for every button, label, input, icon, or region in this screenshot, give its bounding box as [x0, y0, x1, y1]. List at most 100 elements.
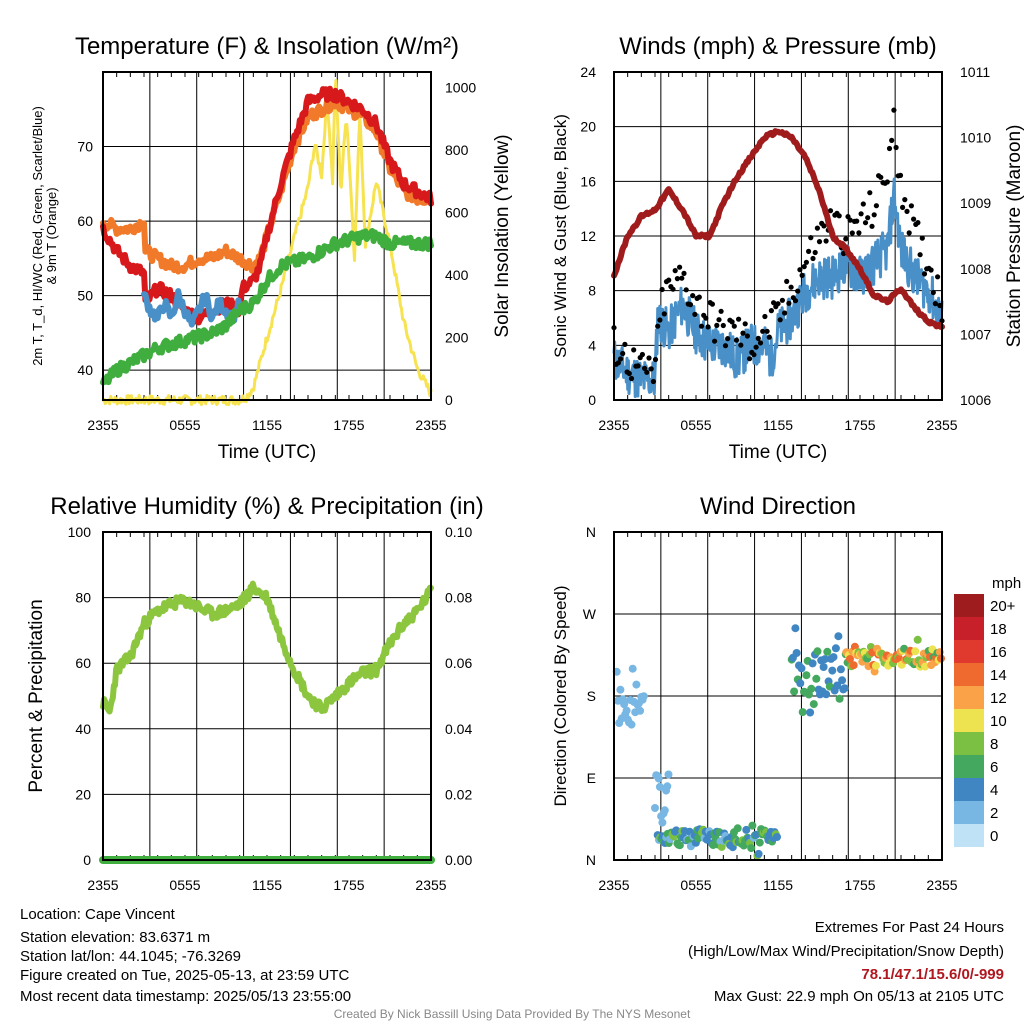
gust-point — [917, 252, 923, 258]
gust-point — [740, 330, 746, 336]
gust-point — [670, 286, 676, 292]
y-right-tick-label: 1011 — [960, 64, 990, 80]
y-axis-label: Percent & Precipitation — [26, 599, 47, 792]
y-tick-label: 8 — [588, 283, 596, 299]
elevation-text: Station elevation: 83.6371 m — [20, 929, 211, 946]
y-tick-label: N — [586, 524, 596, 540]
direction-point — [717, 842, 726, 851]
direction-point — [663, 782, 672, 791]
gust-point — [932, 301, 939, 307]
gust-point — [771, 300, 777, 306]
x-tick-label: 1755 — [333, 417, 364, 433]
gust-point — [843, 236, 849, 242]
direction-point — [616, 685, 625, 694]
gust-point — [856, 230, 862, 236]
gust-point — [873, 203, 880, 209]
gust-point — [788, 284, 794, 290]
gust-point — [900, 204, 906, 210]
gust-point — [768, 308, 775, 314]
x-axis-label: Time (UTC) — [218, 442, 317, 463]
series-humidity-line — [100, 580, 434, 715]
gust-point — [687, 302, 694, 308]
extremes-title: Extremes For Past 24 Hours — [814, 919, 1004, 936]
x-tick-label: 1155 — [763, 417, 793, 433]
direction-point — [823, 647, 832, 656]
direction-point — [651, 804, 659, 812]
gust-point — [921, 271, 928, 277]
direction-point — [796, 679, 805, 688]
gust-point — [666, 277, 672, 283]
extremes-subtitle: (High/Low/Max Wind/Precipitation/Snow De… — [688, 943, 1004, 960]
chart-title: Winds (mph) & Pressure (mb) — [619, 33, 936, 60]
chart-title: Wind Direction — [700, 493, 856, 520]
gust-point — [635, 363, 641, 369]
gust-point — [775, 301, 781, 307]
series-pressure-line — [611, 128, 945, 330]
direction-point — [836, 665, 845, 674]
colorbar-swatch — [954, 755, 984, 778]
x-tick-label: 2355 — [598, 417, 629, 433]
gust-point — [679, 275, 685, 281]
gust-point — [893, 144, 899, 151]
gust-point — [762, 313, 768, 320]
gust-point — [858, 211, 864, 217]
direction-point — [664, 770, 673, 779]
gust-point — [672, 268, 678, 274]
y-right-tick-label: 400 — [445, 267, 469, 283]
direction-point — [622, 706, 631, 715]
colorbar-swatch — [954, 617, 984, 640]
gust-point — [703, 315, 709, 321]
gust-point — [779, 297, 786, 303]
direction-point — [802, 671, 811, 680]
gust-point — [639, 351, 646, 358]
y-right-tick-label: 0 — [445, 392, 453, 408]
colorbar-label: 4 — [990, 782, 998, 799]
x-tick-label: 0555 — [680, 417, 711, 433]
gust-point — [718, 308, 724, 314]
colorbar-swatch — [954, 801, 984, 824]
colorbar-label: 0 — [990, 828, 998, 845]
gust-point — [777, 317, 783, 323]
y-tick-label: 60 — [77, 213, 93, 229]
gust-point — [648, 366, 654, 372]
y-tick-label: 80 — [75, 590, 91, 606]
direction-point — [791, 624, 800, 633]
gust-point — [808, 235, 814, 241]
gust-point — [720, 322, 726, 329]
direction-point — [835, 694, 844, 703]
direction-point — [838, 676, 847, 685]
y-right-tick-label: 1000 — [445, 80, 476, 96]
gust-point — [760, 328, 766, 334]
x-tick-label: 0555 — [680, 877, 711, 893]
gust-point — [705, 324, 711, 330]
colorbar-label: 18 — [990, 621, 1007, 638]
y-axis-label-line: & 9m T (Orange) — [44, 187, 59, 284]
gust-point — [744, 333, 751, 339]
x-tick-label: 1155 — [252, 877, 282, 893]
gust-point — [736, 316, 742, 322]
colorbar-label: 12 — [990, 690, 1007, 707]
gust-point — [878, 174, 884, 180]
y-axis-label: 2m T, T_d, HI/WC (Red, Green, Scarlet/Bl… — [30, 106, 59, 366]
gust-point — [847, 217, 853, 223]
colorbar-title: mph — [992, 575, 1021, 592]
direction-point — [755, 838, 764, 847]
gust-point — [642, 365, 648, 371]
gust-point — [816, 239, 823, 245]
plot-frame — [102, 71, 432, 401]
y-right-tick-label: 1006 — [960, 392, 991, 408]
direction-point — [773, 833, 781, 841]
y-right-tick-label: 1010 — [960, 130, 991, 146]
x-tick-label: 1755 — [333, 877, 364, 893]
direction-point — [806, 708, 815, 717]
y-right-tick-label: 800 — [445, 142, 469, 158]
location-text: Location: Cape Vincent — [20, 906, 175, 923]
direction-point — [790, 687, 799, 696]
y-tick-label: 70 — [77, 139, 93, 155]
gust-point — [928, 267, 934, 273]
x-tick-label: 0555 — [169, 417, 200, 433]
direction-point — [895, 654, 904, 663]
gust-point — [618, 356, 624, 362]
colorbar-label: 16 — [990, 644, 1007, 661]
